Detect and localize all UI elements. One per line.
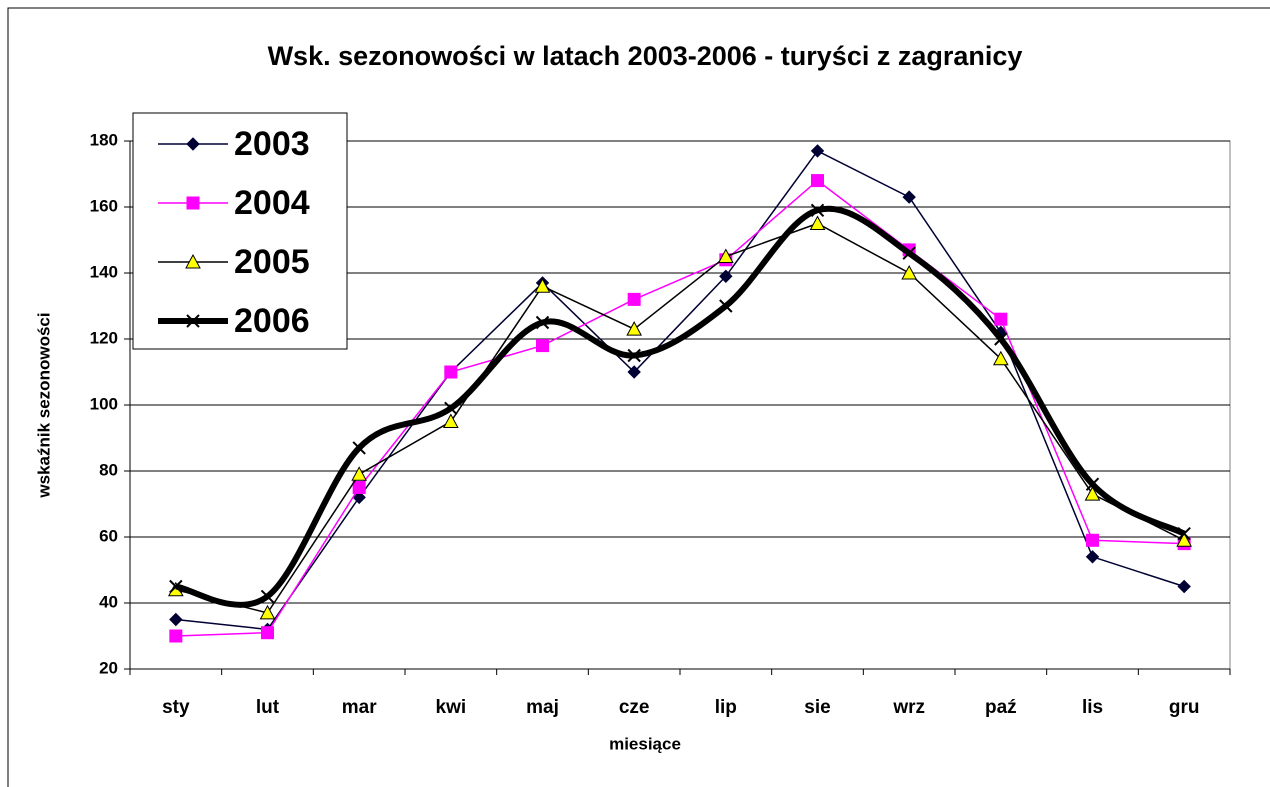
marker xyxy=(444,401,458,416)
marker xyxy=(992,350,1009,366)
marker xyxy=(352,441,366,455)
y-tick-label: 20 xyxy=(99,658,118,677)
chart-title: Wsk. sezonowości w latach 2003-2006 - tu… xyxy=(268,41,1023,71)
marker xyxy=(1176,532,1193,547)
legend-marker xyxy=(186,196,200,210)
y-axis-title: wskaźnik sezonowości xyxy=(34,312,53,498)
x-tick-label: sie xyxy=(804,697,830,718)
marker xyxy=(352,481,366,494)
marker xyxy=(442,413,459,428)
marker xyxy=(261,626,274,640)
legend-label: 2006 xyxy=(234,302,310,340)
marker xyxy=(1085,477,1100,491)
y-tick-label: 180 xyxy=(90,130,118,149)
marker xyxy=(902,246,916,260)
marker xyxy=(717,248,734,263)
marker xyxy=(809,215,826,230)
y-tick-label: 120 xyxy=(90,328,118,347)
legend-marker xyxy=(185,253,201,269)
marker xyxy=(534,278,551,293)
marker xyxy=(259,604,276,620)
marker xyxy=(352,490,366,505)
y-tick-label: 80 xyxy=(99,460,118,479)
x-tick-label: lut xyxy=(256,697,280,718)
marker xyxy=(627,348,641,363)
series-line xyxy=(175,149,1185,631)
x-tick-label: paź xyxy=(985,697,1017,718)
marker xyxy=(1177,579,1191,594)
marker xyxy=(719,269,733,284)
series-line xyxy=(175,205,1186,608)
y-tick-label: 140 xyxy=(90,262,118,281)
x-tick-label: kwi xyxy=(436,697,467,718)
y-tick-label: 160 xyxy=(90,196,118,215)
marker xyxy=(169,579,183,594)
x-tick-label: cze xyxy=(619,697,650,718)
x-tick-label: maj xyxy=(526,697,559,718)
marker xyxy=(902,190,916,204)
marker xyxy=(536,339,549,353)
marker xyxy=(627,292,641,306)
y-tick-label: 60 xyxy=(99,526,118,545)
marker xyxy=(811,174,824,188)
x-tick-label: mar xyxy=(342,697,377,718)
marker xyxy=(169,612,183,627)
marker xyxy=(810,144,825,158)
legend-label: 2004 xyxy=(234,184,310,222)
x-tick-label: lip xyxy=(715,697,737,718)
marker xyxy=(1086,533,1099,547)
y-tick-label: 40 xyxy=(99,592,118,611)
legend-label: 2003 xyxy=(234,125,310,163)
marker xyxy=(169,629,183,643)
x-axis-title: miesiące xyxy=(609,734,681,753)
marker xyxy=(994,312,1008,326)
marker xyxy=(444,365,458,379)
marker xyxy=(535,315,550,330)
legend-marker xyxy=(186,314,200,328)
x-tick-label: gru xyxy=(1169,697,1200,718)
marker xyxy=(1085,550,1100,564)
x-tick-label: wrz xyxy=(892,697,925,718)
marker xyxy=(1084,486,1101,501)
legend-box xyxy=(132,112,348,350)
marker xyxy=(627,365,641,379)
marker xyxy=(1177,526,1191,541)
legend-marker xyxy=(186,137,200,151)
x-tick-label: lis xyxy=(1082,697,1103,718)
marker xyxy=(719,299,733,313)
marker xyxy=(994,332,1008,346)
marker xyxy=(626,321,643,336)
marker xyxy=(901,264,918,280)
marker xyxy=(260,589,275,604)
marker xyxy=(351,466,368,481)
y-tick-label: 100 xyxy=(90,394,118,413)
marker xyxy=(810,203,825,218)
chart-frame xyxy=(7,7,1270,787)
legend-label: 2005 xyxy=(234,243,310,281)
x-tick-label: sty xyxy=(162,697,190,718)
series-line xyxy=(175,222,1185,614)
